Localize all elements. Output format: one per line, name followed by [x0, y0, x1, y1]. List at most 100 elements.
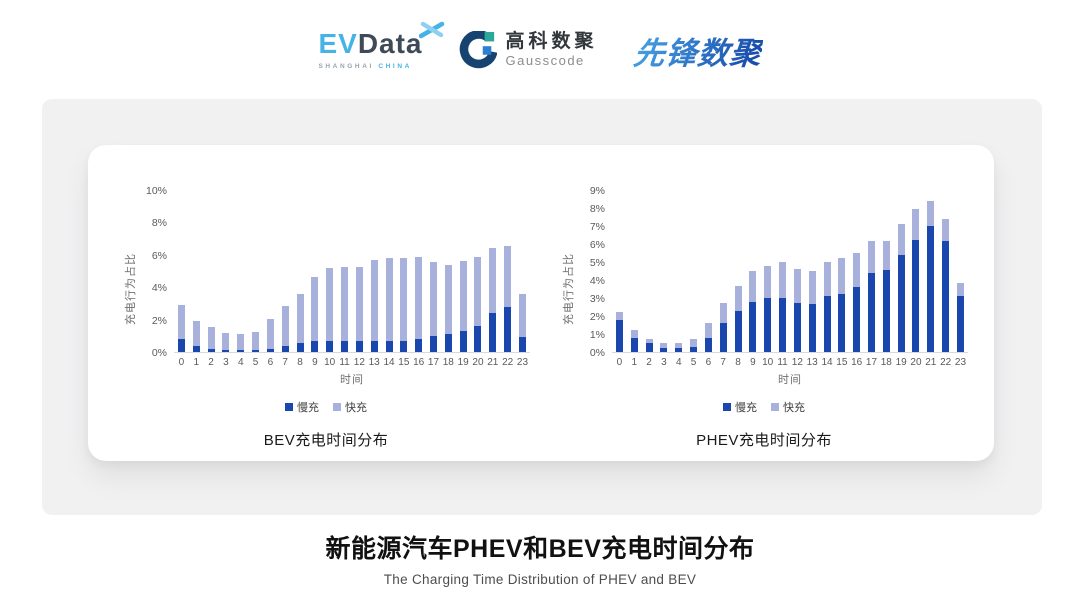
- x-tick-label: 14: [383, 357, 395, 368]
- bar-slot: [293, 293, 308, 352]
- bar-slot: [923, 200, 938, 352]
- stacked-bar: [734, 286, 742, 352]
- bar-segment-快充: [897, 224, 905, 255]
- bar-slot: [485, 248, 500, 352]
- x-tick-label: 16: [851, 357, 863, 368]
- x-tick-label: 11: [339, 357, 350, 368]
- stacked-bar: [867, 241, 875, 352]
- x-tick-label: 1: [193, 357, 200, 368]
- stacked-bar: [504, 245, 512, 352]
- x-tick-label: 15: [398, 357, 410, 368]
- x-tick-label: 11: [777, 357, 788, 368]
- y-tick-label: 1%: [589, 329, 605, 341]
- y-tick-label: 6%: [151, 249, 167, 262]
- bar-slot: [278, 305, 293, 352]
- chart-caption: BEV充电时间分布: [263, 432, 389, 449]
- bar-segment-快充: [400, 258, 408, 341]
- x-tick-label: 10: [324, 357, 336, 368]
- stacked-bar: [474, 257, 482, 352]
- bar-segment-快充: [489, 248, 497, 314]
- page-title: 新能源汽车PHEV和BEV充电时间分布: [325, 535, 755, 563]
- bar-slot: [790, 269, 805, 352]
- bar-segment-慢充: [838, 293, 846, 352]
- y-axis: 0% 2% 4% 6% 8% 10%: [138, 185, 174, 359]
- stacked-bar: [489, 248, 497, 352]
- bar-slot: [909, 208, 924, 352]
- stacked-bar: [719, 302, 727, 352]
- stacked-bar: [630, 330, 638, 352]
- bar-slot: [337, 266, 352, 352]
- stacked-bar: [912, 208, 920, 352]
- bar-slot: [612, 311, 627, 352]
- bar-segment-慢充: [615, 319, 623, 352]
- y-tick-label: 8%: [589, 203, 605, 215]
- bar-segment-快充: [808, 271, 816, 305]
- stacked-bar: [675, 343, 683, 352]
- legend-label: 快充: [783, 402, 805, 414]
- x-tick-label: 2: [646, 357, 652, 368]
- stacked-bar: [927, 200, 935, 352]
- bar-segment-快充: [266, 318, 274, 349]
- bar-segment-快充: [385, 258, 393, 341]
- y-tick-label: 3%: [589, 293, 605, 305]
- footer: 新能源汽车PHEV和BEV充电时间分布 The Charging Time Di…: [0, 529, 1080, 587]
- stacked-bar: [222, 332, 230, 352]
- x-tick-label: 4: [237, 357, 244, 368]
- bar-segment-快充: [370, 260, 378, 342]
- bar-segment-慢充: [764, 298, 772, 352]
- bar-segment-快充: [645, 338, 653, 343]
- bar-slot: [760, 265, 775, 352]
- bar-slot: [411, 257, 426, 352]
- bar-slot: [233, 334, 248, 352]
- bar-slot: [938, 218, 953, 352]
- y-tick-label: 2%: [151, 314, 167, 327]
- bar-segment-慢充: [341, 340, 349, 352]
- stacked-bar: [749, 271, 757, 352]
- bar-segment-快充: [207, 326, 215, 349]
- bar-segment-快充: [311, 276, 319, 341]
- x-tick-label: 5: [690, 357, 697, 368]
- stacked-bar: [793, 269, 801, 352]
- bar-slot: [367, 260, 382, 352]
- bar-segment-快充: [429, 262, 437, 336]
- stacked-bar: [341, 266, 349, 352]
- bar-slot: [396, 258, 411, 352]
- bar-slot: [656, 343, 671, 352]
- x-tick-label: 13: [806, 357, 818, 368]
- y-axis-title: 充电行为占比: [125, 253, 137, 325]
- legend-item: 快充: [771, 399, 805, 415]
- bar-segment-慢充: [281, 345, 289, 352]
- bar-segment-慢充: [719, 323, 727, 352]
- bar-segment-慢充: [660, 347, 668, 352]
- bar-slot: [263, 318, 278, 352]
- bar-slot: [426, 262, 441, 352]
- bar-slot: [471, 257, 486, 352]
- x-tick-label: 13: [368, 357, 380, 368]
- legend-label: 慢充: [735, 402, 757, 414]
- y-tick-label: 6%: [589, 239, 605, 251]
- stacked-bar: [897, 224, 905, 352]
- stacked-bar: [459, 261, 467, 352]
- bar-segment-慢充: [734, 310, 742, 352]
- bar-slot: [775, 262, 790, 352]
- stacked-bar: [326, 267, 334, 352]
- bar-segment-快充: [719, 302, 727, 324]
- x-tick-label: 12: [353, 357, 365, 368]
- bar-segment-快充: [927, 200, 935, 226]
- bar-segment-慢充: [222, 349, 230, 352]
- bar-segment-快充: [764, 265, 772, 298]
- bar-segment-快充: [956, 282, 964, 297]
- stacked-bar: [415, 257, 423, 352]
- stacked-bar: [311, 276, 319, 352]
- bar-segment-慢充: [912, 239, 920, 352]
- bar-segment-慢充: [459, 330, 467, 352]
- x-tick-label: 21: [925, 357, 937, 368]
- bar-slot: [701, 323, 716, 352]
- bar-segment-快充: [518, 293, 526, 337]
- x-tick-label: 7: [282, 357, 288, 368]
- stacked-bar: [690, 339, 698, 352]
- bar-segment-快充: [615, 311, 623, 320]
- bar-segment-慢充: [690, 346, 698, 352]
- x-tick-label: 23: [516, 357, 529, 368]
- stacked-bar: [808, 271, 816, 352]
